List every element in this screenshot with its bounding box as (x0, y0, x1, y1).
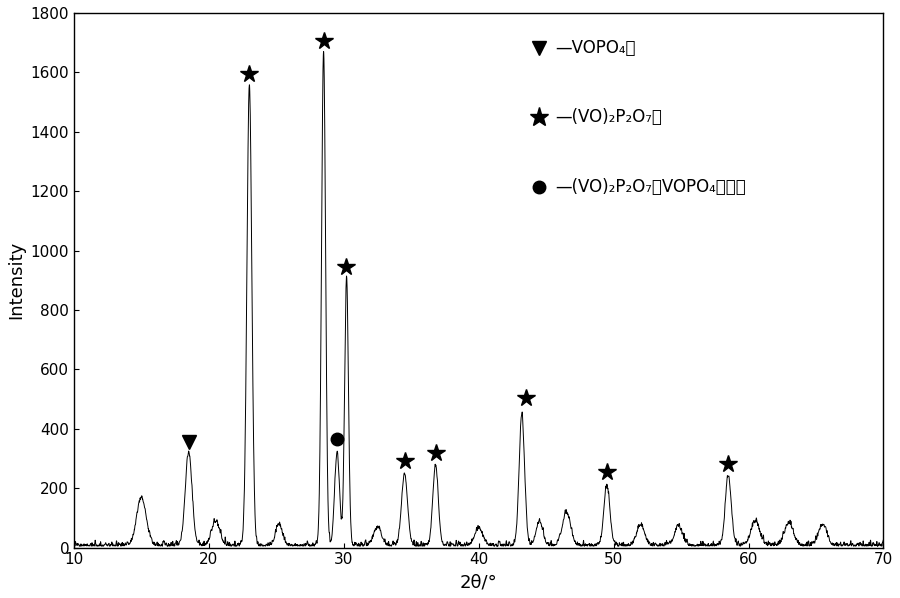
Text: —VOPO₄；: —VOPO₄； (555, 39, 636, 57)
Text: —(VO)₂P₂O₇；: —(VO)₂P₂O₇； (555, 108, 662, 126)
Text: —(VO)₂P₂O₇与VOPO₄混合相: —(VO)₂P₂O₇与VOPO₄混合相 (555, 178, 746, 196)
X-axis label: 2θ/°: 2θ/° (460, 573, 498, 591)
Y-axis label: Intensity: Intensity (7, 241, 25, 319)
